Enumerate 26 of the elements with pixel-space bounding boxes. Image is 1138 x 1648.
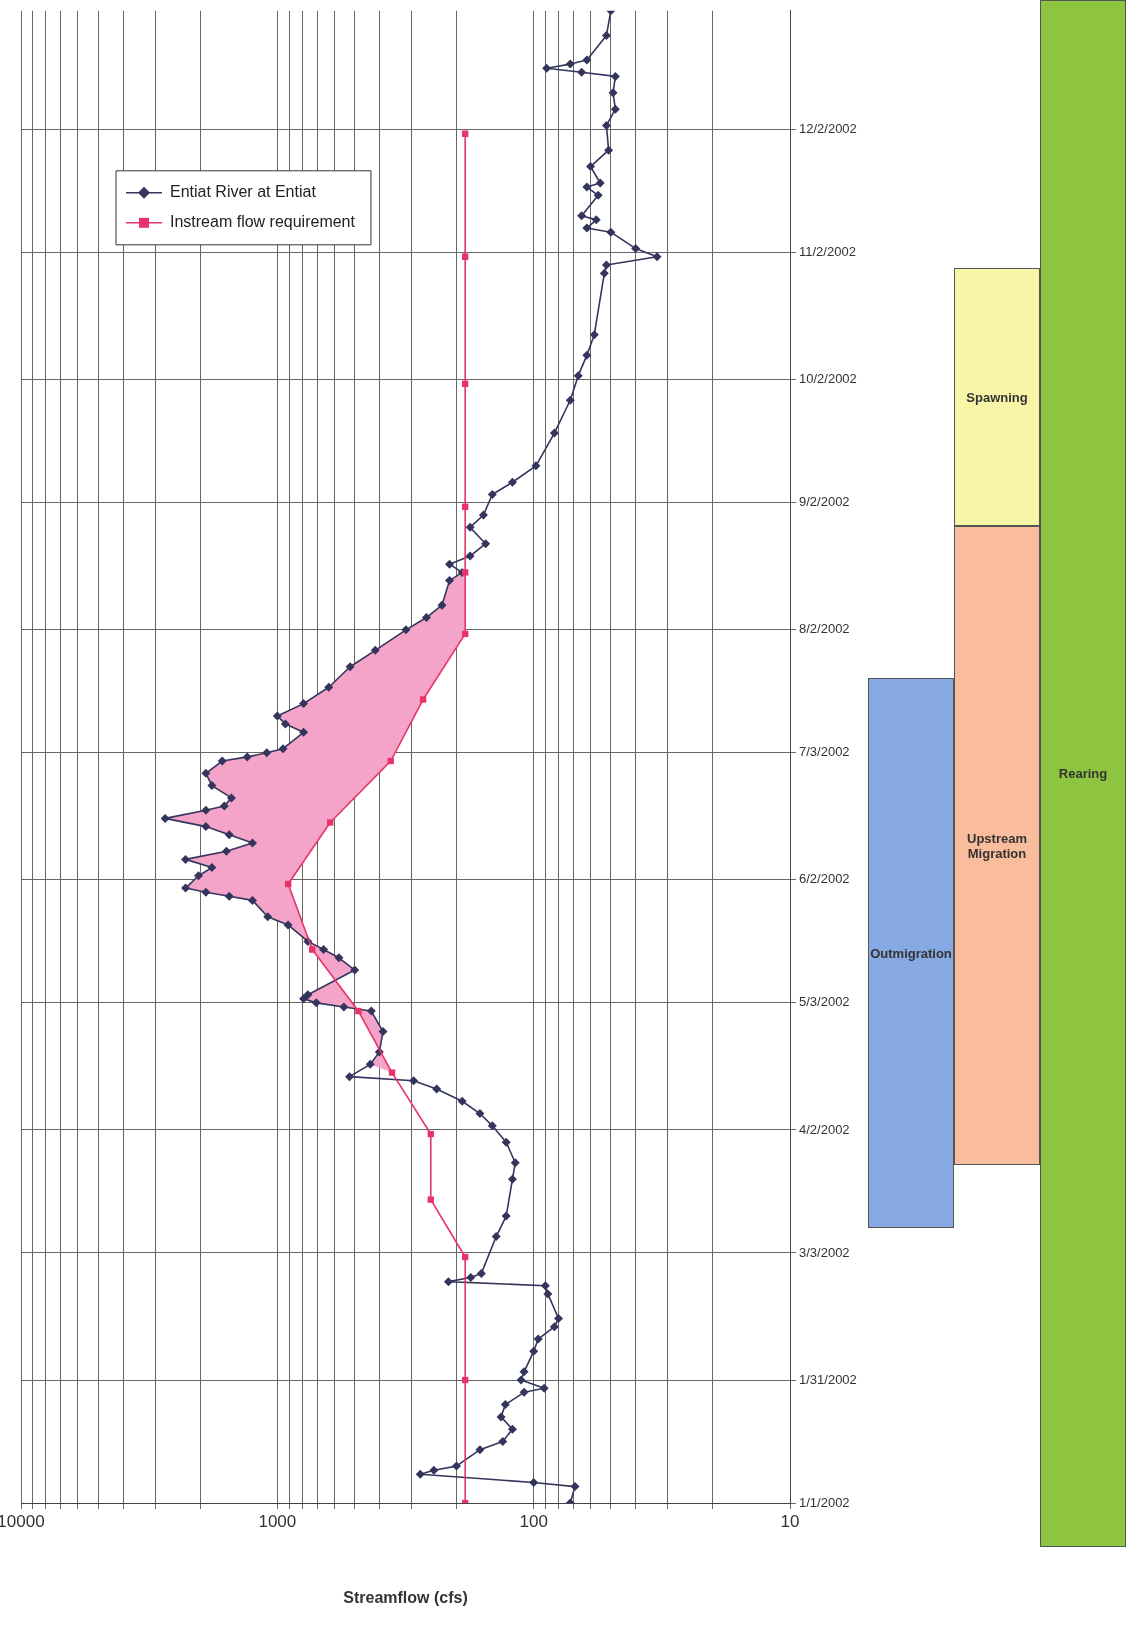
y-tick-label: 6/2/2002 [799,871,850,887]
y-tick-label: 8/2/2002 [799,621,850,637]
y-tick-label: 5/3/2002 [799,994,850,1010]
period-block: Rearing [1040,0,1126,1547]
y-tick-label: 3/3/2002 [799,1244,850,1260]
category-label: Spawning [966,389,1028,405]
y-tick-label: 7/3/2002 [799,744,850,760]
y-tick-label: 12/2/2002 [799,121,857,137]
y-tick-label: 10/2/2002 [799,371,857,387]
x-tick-label: 100 [519,1511,548,1531]
x-axis-title: Streamflow (cfs) [343,1588,468,1606]
y-tick-label: 4/2/2002 [799,1121,850,1137]
category-label: Outmigration [870,945,952,961]
period-block: Outmigration [868,678,954,1228]
period-block: Upstream Migration [954,526,1040,1165]
category-label: Upstream Migration [966,830,1028,861]
y-tick-label: 1/1/2002 [799,1494,850,1510]
category-label: Rearing [1058,766,1108,781]
period-block: Spawning [954,268,1040,526]
y-tick-label: 9/2/2002 [799,494,850,510]
y-tick-label: 1/31/2002 [799,1371,857,1387]
legend-label: Instream flow requirement [170,213,356,231]
x-tick-label: 1000 [258,1511,297,1531]
x-tick-label: 10 [780,1511,800,1531]
legend-label: Entiat River at Entiat [170,183,317,201]
y-tick-label: 11/2/2002 [799,244,856,260]
